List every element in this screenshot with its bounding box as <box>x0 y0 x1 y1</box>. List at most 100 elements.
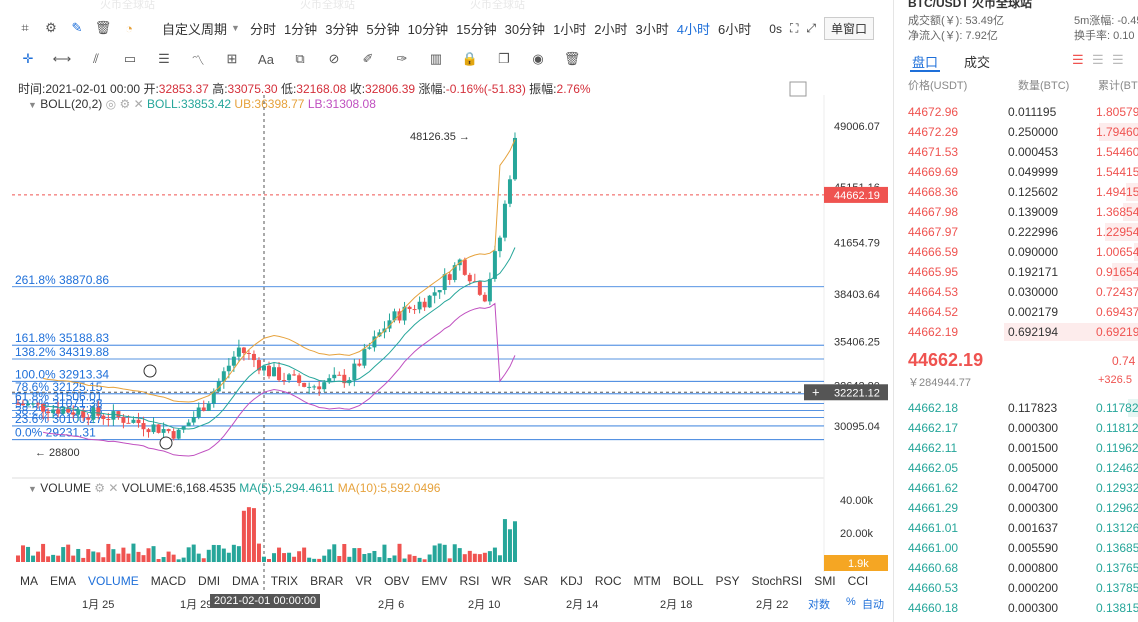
clock-icon[interactable]: ◔ <box>125 20 133 36</box>
order-row[interactable]: 44668.36 0.125602 1.49415 <box>894 182 1138 202</box>
period-8[interactable]: 2小时 <box>594 21 628 37</box>
pattern-tool-icon[interactable]: ⧉ <box>295 51 305 66</box>
order-row[interactable]: 44672.96 0.011195 1.80579 <box>894 102 1138 122</box>
lock-tool-icon[interactable]: 🔒 <box>461 51 479 66</box>
period-2[interactable]: 3分钟 <box>325 21 359 37</box>
indicator-tab-ema[interactable]: EMA <box>50 574 77 588</box>
order-row[interactable]: 44664.52 0.002179 0.69437 <box>894 302 1138 322</box>
order-row[interactable]: 44671.53 0.000453 1.54460 <box>894 142 1138 162</box>
order-row[interactable]: 44660.53 0.000200 0.13785 <box>894 578 1138 598</box>
indicator-tab-dmi[interactable]: DMI <box>198 574 221 588</box>
order-cell: 44661.62 <box>908 481 959 495</box>
period-11[interactable]: 6小时 <box>718 21 752 37</box>
order-row[interactable]: 44660.18 0.000300 0.13815 <box>894 598 1138 618</box>
indicator-tab-volume[interactable]: VOLUME <box>88 574 139 588</box>
order-row[interactable]: 44664.53 0.030000 0.72437 <box>894 282 1138 302</box>
rectangle-tool-icon[interactable]: ▭ <box>123 51 137 66</box>
indicator-tab-smi[interactable]: SMI <box>814 574 836 588</box>
layout-icon[interactable]: ☰ <box>1072 52 1084 67</box>
period-0[interactable]: 分时 <box>249 21 276 37</box>
collapse-icon[interactable]: ▼ <box>28 484 37 494</box>
order-row[interactable]: 44660.68 0.000800 0.13765 <box>894 558 1138 578</box>
eye-tool-icon[interactable]: ◉ <box>532 51 544 66</box>
brush-tool-icon[interactable]: ✑ <box>396 51 408 66</box>
magnet-tool-icon[interactable]: ⊘ <box>328 51 340 66</box>
indicator-tab-stochrsi[interactable]: StochRSI <box>751 574 803 588</box>
period-4[interactable]: 10分钟 <box>407 21 449 37</box>
chart-type-icon[interactable]: ⌗ <box>21 20 29 35</box>
indicator-tab-obv[interactable]: OBV <box>384 574 410 588</box>
order-row[interactable]: 44662.19 0.692194 0.69219 <box>894 322 1138 342</box>
close-icon[interactable]: ✕ <box>108 481 119 495</box>
order-row[interactable]: 44665.95 0.192171 0.91654 <box>894 262 1138 282</box>
indicator-tab-emv[interactable]: EMV <box>421 574 448 588</box>
trendline-tool-icon[interactable]: ⫽ <box>93 51 99 66</box>
copy-tool-icon[interactable]: ❐ <box>498 51 510 66</box>
indicator-tab-boll[interactable]: BOLL <box>672 574 704 588</box>
chart-area[interactable]: 火币全球站 火币全球站 火币全球站 ⌗ ⚙ ✎ 🗑 ◔ 自定义周期 ▼ 分时 1分… <box>0 0 893 622</box>
indicator-tab-macd[interactable]: MACD <box>150 574 187 588</box>
period-6[interactable]: 30分钟 <box>504 21 546 37</box>
gear-icon[interactable]: ⚙ <box>119 97 131 111</box>
expand-icon[interactable]: ⤢ <box>806 21 816 35</box>
settings-icon[interactable]: ⚙ <box>45 20 57 35</box>
text-tool-icon[interactable]: Aa <box>258 51 274 67</box>
indicator-tab-mtm[interactable]: MTM <box>633 574 661 588</box>
period-10[interactable]: 4小时 <box>676 21 710 37</box>
indicator-tab-roc[interactable]: ROC <box>594 574 622 588</box>
order-row[interactable]: 44662.11 0.001500 0.11962 <box>894 438 1138 458</box>
order-row[interactable]: 44667.98 0.139009 1.36854 <box>894 202 1138 222</box>
indicator-tab-sar[interactable]: SAR <box>523 574 549 588</box>
eye-icon[interactable]: ◎ <box>105 97 117 111</box>
order-row[interactable]: 44662.05 0.005000 0.12462 <box>894 458 1138 478</box>
order-row[interactable]: 44661.29 0.000300 0.12962 <box>894 498 1138 518</box>
wave-tool-icon[interactable]: 〽 <box>191 52 205 68</box>
layout-icon[interactable]: ☰ <box>1112 52 1124 67</box>
order-row[interactable]: 44669.69 0.049999 1.54415 <box>894 162 1138 182</box>
indicator-tab-psy[interactable]: PSY <box>715 574 740 588</box>
indicator-tab-brar[interactable]: BRAR <box>310 574 344 588</box>
fullscreen-icon[interactable]: ⛶ <box>789 21 799 35</box>
axis-mode-0[interactable]: 对数 <box>808 599 830 611</box>
order-row[interactable]: 44666.59 0.090000 1.00654 <box>894 242 1138 262</box>
period-7[interactable]: 1小时 <box>553 21 587 37</box>
order-row[interactable]: 44661.62 0.004700 0.12932 <box>894 478 1138 498</box>
collapse-icon[interactable]: ▼ <box>28 100 37 110</box>
indicator-tab-wr[interactable]: WR <box>491 574 512 588</box>
axis-mode-1[interactable]: % <box>846 596 856 608</box>
tab-orderbook[interactable]: 盘口 <box>912 55 939 70</box>
crosshair-tool-icon[interactable]: ✛ <box>22 51 34 66</box>
fib-tool-icon[interactable]: ⊞ <box>226 51 238 66</box>
horizontal-line-tool-icon[interactable]: ⟷ <box>52 51 72 66</box>
order-row[interactable]: 44672.29 0.250000 1.79460 <box>894 122 1138 142</box>
indicator-tab-rsi[interactable]: RSI <box>459 574 480 588</box>
period-5[interactable]: 15分钟 <box>456 21 497 37</box>
indicator-tab-cci[interactable]: CCI <box>847 574 869 588</box>
delete-tool-icon[interactable]: 🗑 <box>563 51 581 66</box>
indicator-tab-trix[interactable]: TRIX <box>270 574 299 588</box>
period-9[interactable]: 3小时 <box>635 21 669 37</box>
indicator-tab-dma[interactable]: DMA <box>232 574 259 588</box>
gear-icon[interactable]: ⚙ <box>94 481 106 495</box>
period-1[interactable]: 1分钟 <box>283 21 318 37</box>
channel-tool-icon[interactable]: ☰ <box>158 51 170 66</box>
period-3[interactable]: 5分钟 <box>366 21 400 37</box>
custom-period-button[interactable]: 自定义周期 <box>162 21 228 37</box>
layout-icon[interactable]: ☰ <box>1092 52 1104 67</box>
order-row[interactable]: 44667.97 0.222996 1.22954 <box>894 222 1138 242</box>
candle-tool-icon[interactable]: ▥ <box>429 51 443 66</box>
trash-icon[interactable]: 🗑 <box>94 20 112 35</box>
close-icon[interactable]: ✕ <box>133 97 144 111</box>
indicator-tab-ma[interactable]: MA <box>20 574 38 588</box>
indicator-tab-vr[interactable]: VR <box>355 574 373 588</box>
ruler-tool-icon[interactable]: ✐ <box>362 51 374 66</box>
indicator-tab-kdj[interactable]: KDJ <box>560 574 583 588</box>
order-row[interactable]: 44661.01 0.001637 0.13126 <box>894 518 1138 538</box>
tab-trades[interactable]: 成交 <box>964 55 991 70</box>
window-mode-button[interactable]: 单窗口 <box>823 17 874 40</box>
order-row[interactable]: 44662.18 0.117823 0.11782 <box>894 398 1138 418</box>
pen-icon[interactable]: ✎ <box>71 20 83 35</box>
axis-mode-2[interactable]: 自动 <box>862 599 884 611</box>
order-row[interactable]: 44661.00 0.005590 0.13685 <box>894 538 1138 558</box>
order-row[interactable]: 44662.17 0.000300 0.11812 <box>894 418 1138 438</box>
